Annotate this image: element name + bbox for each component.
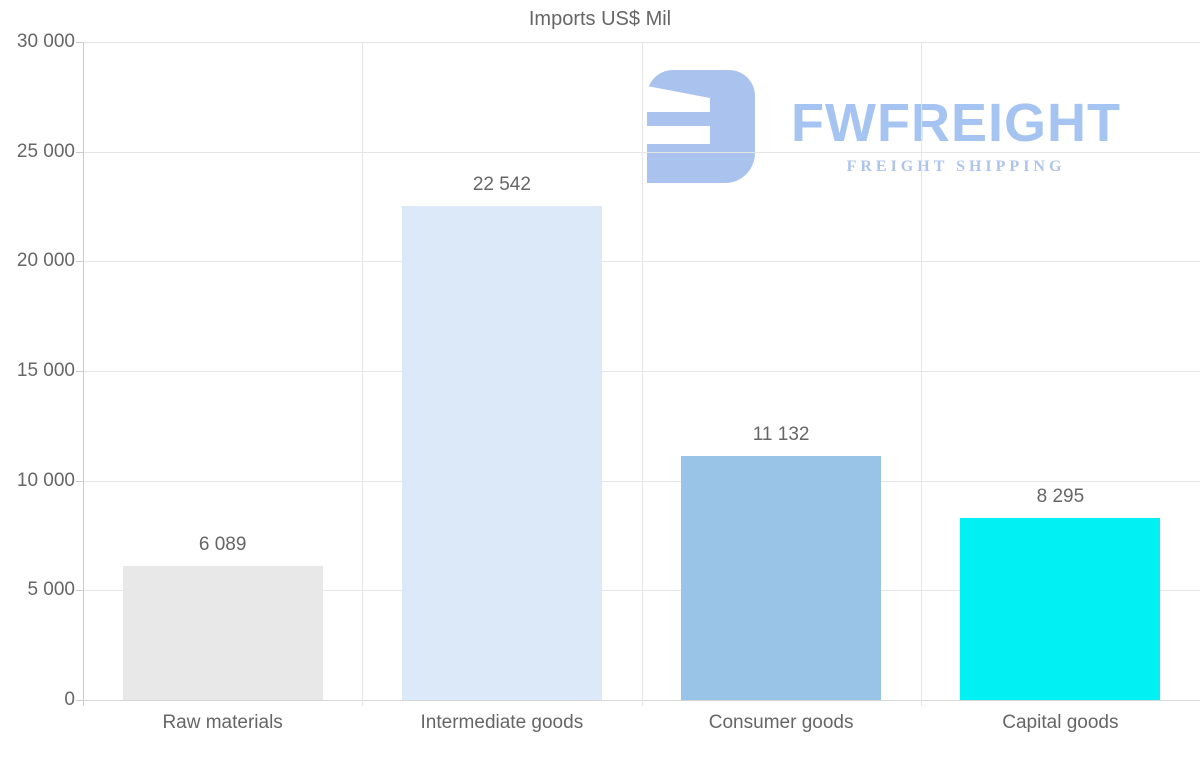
- y-tick-label: 30 000: [16, 31, 75, 52]
- category-label: Capital goods: [1002, 712, 1119, 733]
- category-label: Raw materials: [162, 712, 283, 733]
- bar-value-label: 6 089: [198, 534, 247, 556]
- bar-value-label: 11 132: [752, 423, 810, 445]
- y-tick-label: 25 000: [16, 140, 75, 162]
- chart-title: Imports US$ Mil: [528, 8, 672, 30]
- y-axis-tick: [76, 700, 83, 701]
- bar[interactable]: [122, 566, 323, 700]
- y-axis-tick: [76, 261, 83, 263]
- x-gridline: [920, 42, 922, 706]
- y-tick-label: 20 000: [16, 250, 75, 272]
- bar[interactable]: [681, 455, 882, 700]
- x-gridline: [641, 42, 643, 706]
- fwfreight-icon: [647, 70, 755, 183]
- category-label: Intermediate goods: [420, 712, 584, 733]
- brand-text: FWFREIGHT: [791, 93, 1121, 153]
- y-axis-tick: [76, 151, 83, 153]
- bar-value-label: 8 295: [1036, 486, 1085, 508]
- tagline-text: FREIGHT SHIPPING: [846, 158, 1066, 175]
- y-axis-tick: [76, 42, 83, 43]
- watermark-logo: FWFREIGHT FREIGHT SHIPPING: [647, 70, 1147, 183]
- bar[interactable]: [401, 205, 602, 700]
- y-tick-label: 15 000: [16, 360, 75, 381]
- y-axis-tick: [76, 371, 83, 372]
- category-label: Consumer goods: [708, 712, 854, 733]
- y-axis-tick: [76, 590, 83, 592]
- bar[interactable]: [960, 518, 1161, 700]
- y-tick-label: 10 000: [16, 469, 75, 491]
- x-gridline: [362, 42, 364, 706]
- y-tick-label: 5 000: [27, 579, 75, 601]
- y-tick-label: 0: [64, 689, 75, 710]
- bar-value-label: 22 542: [472, 173, 531, 195]
- y-axis-line: [83, 42, 84, 706]
- y-axis-tick: [76, 480, 83, 482]
